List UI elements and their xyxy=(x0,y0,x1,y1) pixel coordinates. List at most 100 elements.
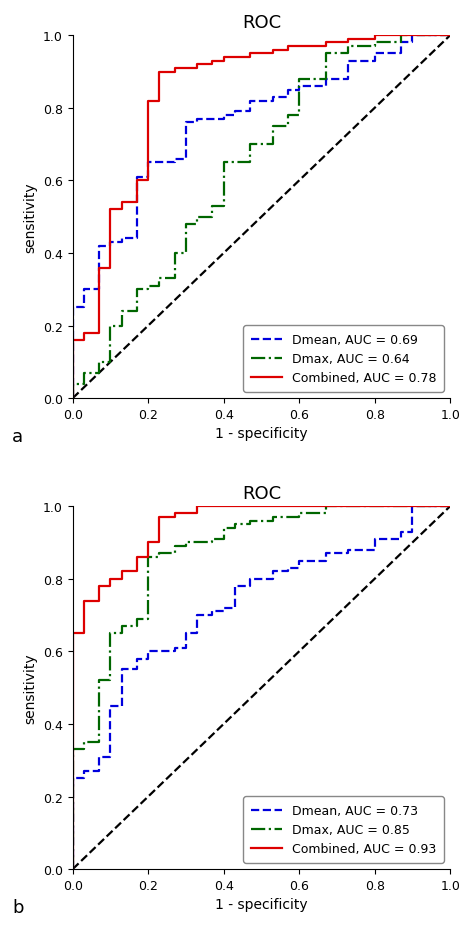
Dmean, AUC = 0.73 xyxy=(270,566,275,578)
Dmax, AUC = 0.64 xyxy=(194,219,200,230)
Dmean, AUC = 0.69 xyxy=(96,241,102,252)
Dmax, AUC = 0.85 xyxy=(232,523,238,534)
Dmean, AUC = 0.73 xyxy=(210,610,215,621)
Combined, AUC = 0.93 xyxy=(146,552,151,563)
Combined, AUC = 0.93 xyxy=(70,864,75,875)
Dmean, AUC = 0.73 xyxy=(119,665,125,676)
Dmax, AUC = 0.64 xyxy=(134,306,140,317)
Dmax, AUC = 0.64 xyxy=(119,321,125,332)
Dmean, AUC = 0.73 xyxy=(134,654,140,665)
Dmax, AUC = 0.85 xyxy=(108,628,113,639)
Combined, AUC = 0.93 xyxy=(96,581,102,592)
Combined, AUC = 0.78 xyxy=(70,393,75,404)
Dmax, AUC = 0.64 xyxy=(447,31,453,42)
Dmean, AUC = 0.73 xyxy=(398,534,404,545)
Combined, AUC = 0.78 xyxy=(134,197,140,209)
Dmax, AUC = 0.64 xyxy=(247,139,253,150)
Dmean, AUC = 0.73 xyxy=(372,534,377,545)
Dmean, AUC = 0.73 xyxy=(410,527,415,538)
Dmax, AUC = 0.85 xyxy=(81,737,87,748)
Combined, AUC = 0.93 xyxy=(119,574,125,585)
Dmean, AUC = 0.73 xyxy=(296,563,302,574)
Combined, AUC = 0.78 xyxy=(81,336,87,347)
Dmean, AUC = 0.69 xyxy=(285,85,291,96)
Combined, AUC = 0.78 xyxy=(146,95,151,107)
Dmean, AUC = 0.69 xyxy=(183,118,189,129)
Dmean, AUC = 0.69 xyxy=(70,393,75,404)
Dmax, AUC = 0.64 xyxy=(372,42,377,53)
Combined, AUC = 0.93 xyxy=(81,595,87,606)
Dmax, AUC = 0.85 xyxy=(172,541,177,552)
Combined, AUC = 0.78 xyxy=(156,95,162,107)
X-axis label: 1 - specificity: 1 - specificity xyxy=(215,427,308,441)
Dmax, AUC = 0.85 xyxy=(119,621,125,632)
Dmean, AUC = 0.69 xyxy=(323,74,328,85)
Dmax, AUC = 0.85 xyxy=(146,552,151,563)
Combined, AUC = 0.78 xyxy=(270,49,275,60)
Dmax, AUC = 0.85 xyxy=(134,621,140,632)
Dmean, AUC = 0.69 xyxy=(194,114,200,125)
Dmax, AUC = 0.64 xyxy=(296,110,302,121)
Dmax, AUC = 0.64 xyxy=(146,285,151,296)
Dmean, AUC = 0.73 xyxy=(346,544,351,555)
Dmean, AUC = 0.73 xyxy=(398,527,404,538)
Dmean, AUC = 0.73 xyxy=(270,574,275,585)
Line: Combined, AUC = 0.93: Combined, AUC = 0.93 xyxy=(73,507,450,870)
Dmean, AUC = 0.73 xyxy=(296,555,302,566)
Dmax, AUC = 0.64 xyxy=(194,212,200,223)
Y-axis label: sensitivity: sensitivity xyxy=(23,183,37,253)
Dmax, AUC = 0.64 xyxy=(96,357,102,368)
Dmean, AUC = 0.73 xyxy=(285,563,291,574)
Combined, AUC = 0.78 xyxy=(398,31,404,42)
Combined, AUC = 0.78 xyxy=(194,63,200,74)
Dmax, AUC = 0.85 xyxy=(221,534,227,545)
Combined, AUC = 0.78 xyxy=(156,67,162,78)
Dmean, AUC = 0.73 xyxy=(210,606,215,617)
Dmean, AUC = 0.69 xyxy=(119,237,125,248)
Dmax, AUC = 0.64 xyxy=(296,74,302,85)
Dmax, AUC = 0.64 xyxy=(398,38,404,49)
Dmax, AUC = 0.64 xyxy=(172,248,177,260)
Dmean, AUC = 0.69 xyxy=(134,234,140,245)
Line: Dmean, AUC = 0.73: Dmean, AUC = 0.73 xyxy=(73,507,450,870)
Dmean, AUC = 0.69 xyxy=(398,49,404,60)
Combined, AUC = 0.78 xyxy=(134,175,140,186)
Combined, AUC = 0.78 xyxy=(285,45,291,57)
Combined, AUC = 0.93 xyxy=(172,508,177,519)
Dmax, AUC = 0.64 xyxy=(346,42,351,53)
Dmax, AUC = 0.64 xyxy=(221,158,227,169)
Dmax, AUC = 0.85 xyxy=(296,512,302,523)
Combined, AUC = 0.78 xyxy=(221,56,227,67)
Combined, AUC = 0.78 xyxy=(146,175,151,186)
Combined, AUC = 0.78 xyxy=(172,67,177,78)
Dmean, AUC = 0.73 xyxy=(323,555,328,566)
Dmean, AUC = 0.69 xyxy=(270,93,275,104)
Combined, AUC = 0.78 xyxy=(372,34,377,45)
Combined, AUC = 0.78 xyxy=(270,45,275,57)
Dmean, AUC = 0.69 xyxy=(194,118,200,129)
Legend: Dmean, AUC = 0.73, Dmax, AUC = 0.85, Combined, AUC = 0.93: Dmean, AUC = 0.73, Dmax, AUC = 0.85, Com… xyxy=(244,796,444,863)
Dmax, AUC = 0.85 xyxy=(323,508,328,519)
Dmean, AUC = 0.73 xyxy=(221,603,227,614)
Combined, AUC = 0.93 xyxy=(134,552,140,563)
Combined, AUC = 0.78 xyxy=(119,197,125,209)
Combined, AUC = 0.93 xyxy=(194,508,200,519)
Combined, AUC = 0.78 xyxy=(108,205,113,216)
Dmean, AUC = 0.73 xyxy=(172,642,177,654)
Dmean, AUC = 0.69 xyxy=(372,49,377,60)
Dmean, AUC = 0.69 xyxy=(183,154,189,165)
Dmean, AUC = 0.69 xyxy=(70,302,75,313)
Dmean, AUC = 0.73 xyxy=(70,864,75,875)
Dmax, AUC = 0.64 xyxy=(270,139,275,150)
Dmax, AUC = 0.64 xyxy=(285,121,291,133)
Dmean, AUC = 0.69 xyxy=(119,234,125,245)
Dmax, AUC = 0.85 xyxy=(270,515,275,527)
Dmean, AUC = 0.69 xyxy=(447,31,453,42)
Dmax, AUC = 0.85 xyxy=(221,523,227,534)
Dmean, AUC = 0.69 xyxy=(108,237,113,248)
Dmax, AUC = 0.64 xyxy=(70,379,75,390)
Combined, AUC = 0.78 xyxy=(210,59,215,70)
Dmean, AUC = 0.73 xyxy=(96,751,102,762)
Dmax, AUC = 0.85 xyxy=(134,614,140,625)
Dmax, AUC = 0.64 xyxy=(81,379,87,390)
